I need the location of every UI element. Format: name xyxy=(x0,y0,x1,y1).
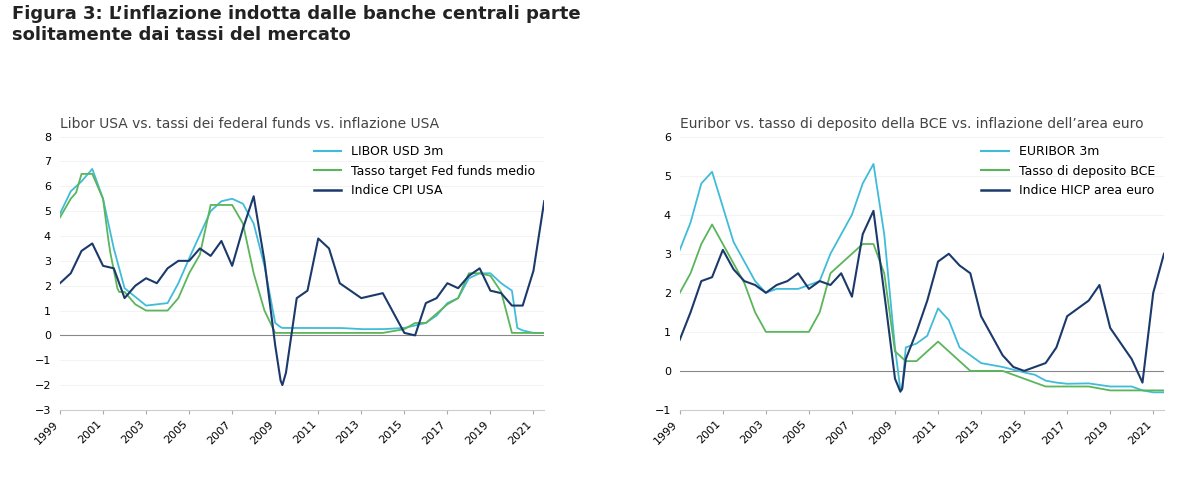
Text: Libor USA vs. tassi dei federal funds vs. inflazione USA: Libor USA vs. tassi dei federal funds vs… xyxy=(60,117,439,131)
Legend: EURIBOR 3m, Tasso di deposito BCE, Indice HICP area euro: EURIBOR 3m, Tasso di deposito BCE, Indic… xyxy=(977,141,1160,202)
Text: Euribor vs. tasso di deposito della BCE vs. inflazione dell’area euro: Euribor vs. tasso di deposito della BCE … xyxy=(679,117,1144,131)
Legend: LIBOR USD 3m, Tasso target Fed funds medio, Indice CPI USA: LIBOR USD 3m, Tasso target Fed funds med… xyxy=(308,141,540,202)
Text: Figura 3: L’inflazione indotta dalle banche centrali parte
solitamente dai tassi: Figura 3: L’inflazione indotta dalle ban… xyxy=(12,5,581,44)
